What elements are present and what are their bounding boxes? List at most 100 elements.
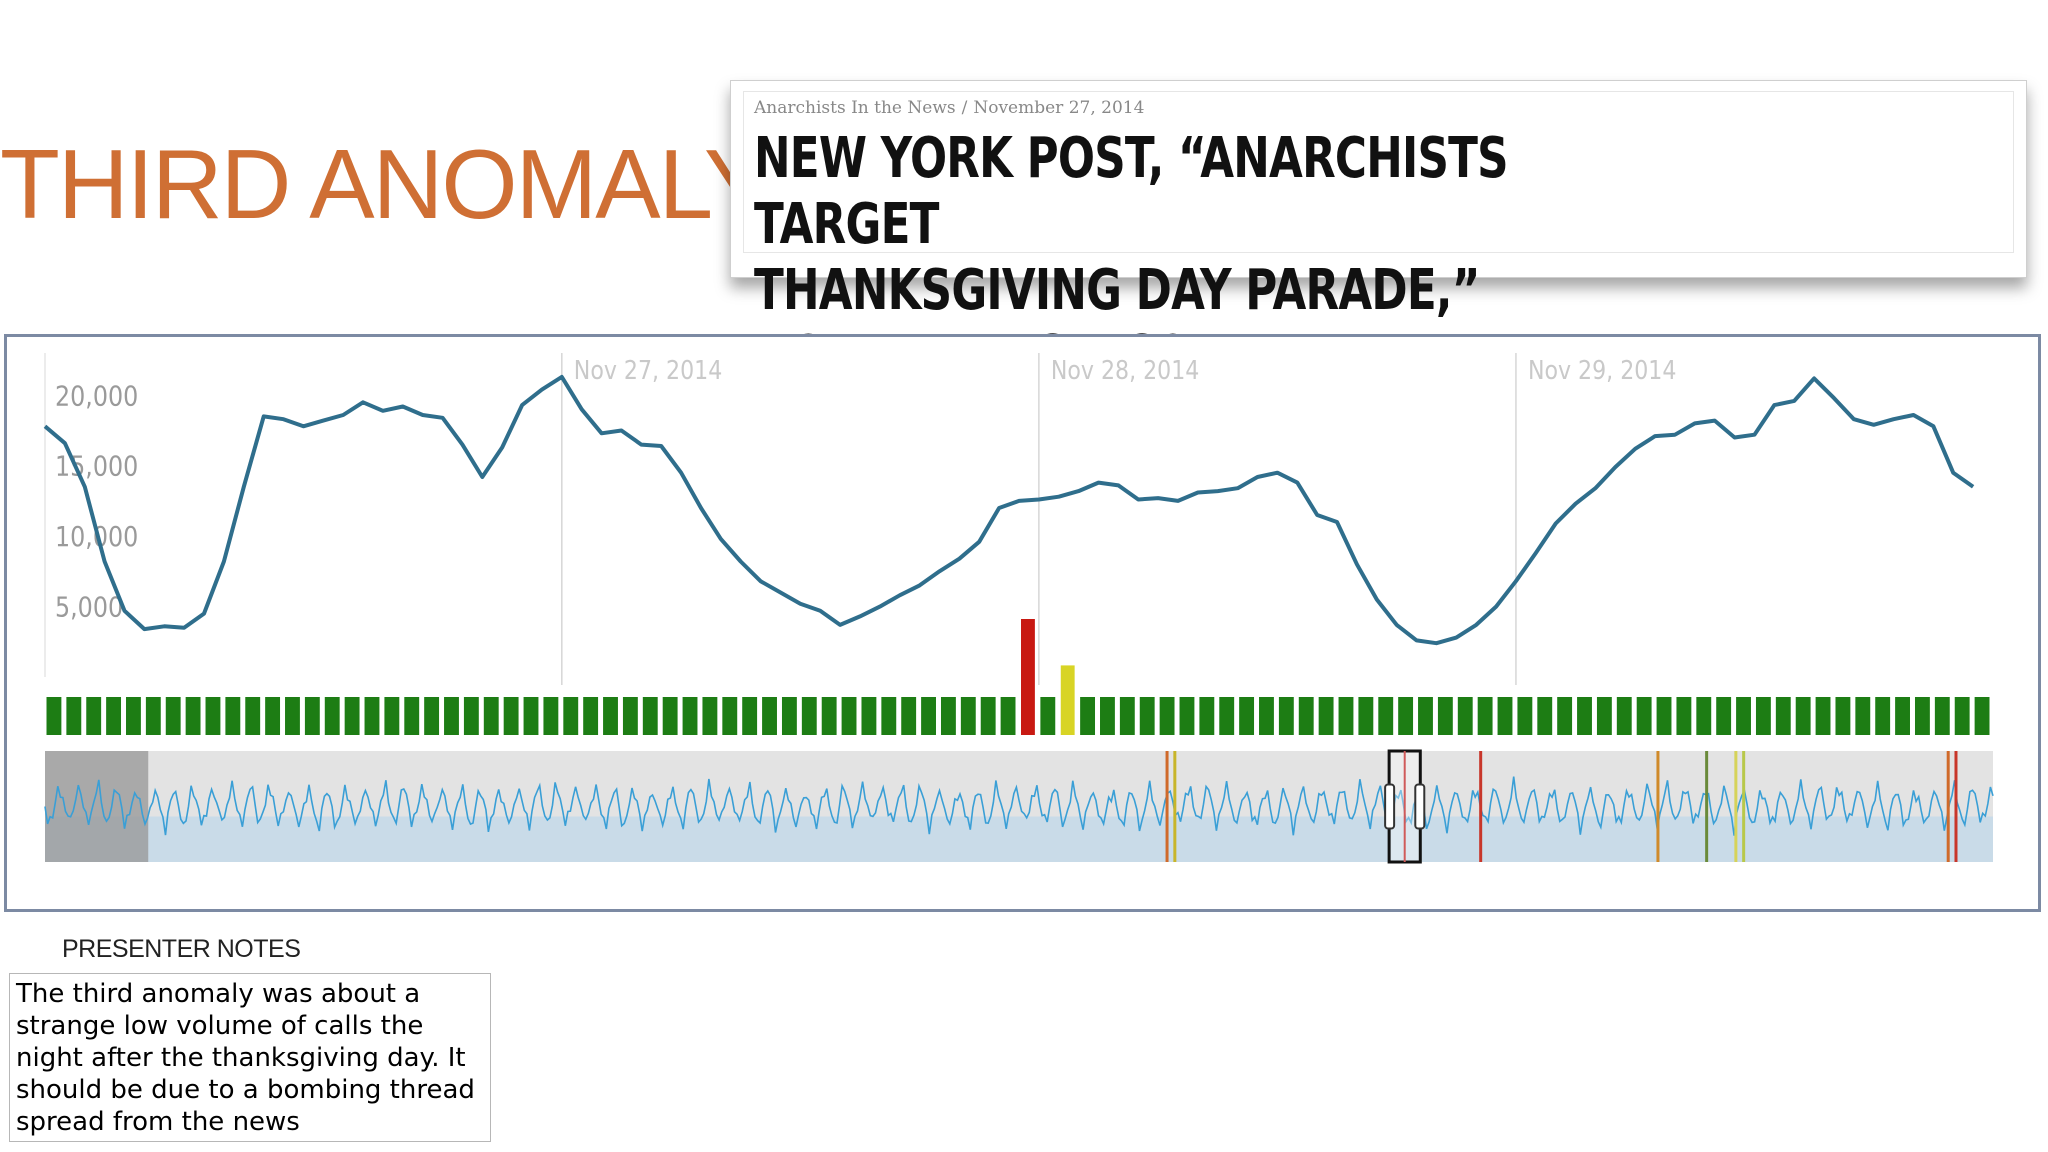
- status-segment: [702, 697, 718, 735]
- status-segment: [1676, 697, 1692, 735]
- status-segment: [1437, 697, 1453, 735]
- status-segment: [1875, 697, 1891, 735]
- status-segment: [1775, 697, 1791, 735]
- status-segment: [1755, 697, 1771, 735]
- status-segment: [1537, 697, 1553, 735]
- news-breadcrumb: Anarchists In the News / November 27, 2014: [754, 98, 1144, 118]
- status-segment: [1239, 697, 1255, 735]
- status-segment: [722, 697, 738, 735]
- presenter-notes-text[interactable]: The third anomaly was about a strange lo…: [9, 973, 491, 1142]
- status-segment: [1835, 697, 1851, 735]
- status-segment: [1457, 697, 1473, 735]
- status-segment: [1517, 697, 1533, 735]
- day-label: Nov 29, 2014: [1528, 355, 1676, 385]
- status-segment: [463, 697, 479, 735]
- status-segment: [384, 697, 400, 735]
- status-segment: [245, 697, 261, 735]
- status-segment: [583, 697, 599, 735]
- status-segment: [682, 697, 698, 735]
- status-segment: [225, 697, 241, 735]
- status-segment: [503, 697, 519, 735]
- status-segment: [1636, 697, 1652, 735]
- news-article-card: Anarchists In the News / November 27, 2014…: [730, 80, 2027, 389]
- status-segment: [801, 697, 817, 735]
- status-segment: [324, 697, 340, 735]
- status-segment: [364, 697, 380, 735]
- status-segment: [543, 697, 559, 735]
- status-segment: [1795, 697, 1811, 735]
- status-segment: [781, 697, 797, 735]
- status-segment: [1716, 697, 1732, 735]
- status-segment: [940, 697, 956, 735]
- series-line: [43, 374, 1975, 646]
- status-segment: [901, 697, 917, 735]
- breadcrumb-separator: /: [961, 98, 968, 118]
- status-segment: [841, 697, 857, 735]
- status-segment: [1557, 697, 1573, 735]
- status-segment: [1418, 697, 1433, 735]
- status-segment: [1358, 697, 1374, 735]
- breadcrumb-section[interactable]: Anarchists In the News: [754, 98, 956, 118]
- status-segment: [165, 697, 181, 735]
- status-segment: [404, 697, 420, 735]
- status-segment: [1895, 697, 1910, 735]
- status-segment: [821, 697, 837, 735]
- news-article-inner: Anarchists In the News / November 27, 2014…: [743, 91, 2014, 389]
- status-segment: [1318, 697, 1334, 735]
- status-segment: [762, 697, 777, 735]
- status-segment: [1855, 697, 1871, 735]
- status-segment: [1338, 697, 1354, 735]
- status-segment: [145, 697, 161, 735]
- status-segment: [642, 697, 658, 735]
- presenter-notes-label: PRESENTER NOTES: [62, 935, 301, 963]
- status-segment: [66, 697, 82, 735]
- status-segment: [1616, 697, 1632, 735]
- status-segment: [563, 697, 579, 735]
- status-segment: [1298, 697, 1314, 735]
- status-segment: [861, 697, 877, 735]
- status-segment: [205, 697, 221, 735]
- y-tick-label: 5,000: [55, 592, 123, 624]
- status-segment: [1100, 697, 1115, 735]
- day-label: Nov 27, 2014: [574, 355, 722, 385]
- status-segment: [444, 697, 459, 735]
- y-tick-label: 20,000: [55, 380, 138, 412]
- status-segment: [1974, 697, 1990, 735]
- status-segment: [1914, 697, 1930, 735]
- status-segment: [86, 697, 102, 735]
- status-segment: [1139, 697, 1155, 735]
- status-segment: [1577, 697, 1592, 735]
- status-segment: [1119, 697, 1135, 735]
- status-segment: [265, 697, 281, 735]
- status-segment: [1278, 697, 1294, 735]
- status-segment: [1398, 697, 1414, 735]
- status-segment: [1696, 697, 1712, 735]
- status-segment: [1000, 697, 1016, 735]
- status-segment: [603, 697, 618, 735]
- status-segment: [1219, 697, 1235, 735]
- status-segment: [1477, 697, 1493, 735]
- status-segment: [881, 697, 897, 735]
- status-segment: [921, 697, 936, 735]
- status-segment: [1934, 697, 1950, 735]
- status-segment: [1815, 697, 1831, 735]
- status-segment: [1656, 697, 1672, 735]
- status-segment: [742, 697, 758, 735]
- status-segment: [960, 697, 976, 735]
- status-segment: [285, 697, 300, 735]
- selection-left-handle[interactable]: [1384, 783, 1396, 830]
- y-tick-label: 15,000: [55, 451, 138, 483]
- selection-right-handle[interactable]: [1414, 783, 1426, 830]
- breadcrumb-date: November 27, 2014: [973, 98, 1145, 118]
- headline-line-1: NEW YORK POST, “ANARCHISTS TARGET: [754, 126, 1509, 257]
- status-segment: [1080, 697, 1096, 735]
- status-segment: [1159, 697, 1175, 735]
- status-segment: [483, 697, 499, 735]
- status-segment: [1596, 697, 1612, 735]
- status-segment: [185, 697, 201, 735]
- status-segment: [1259, 697, 1274, 735]
- status-segment: [106, 697, 122, 735]
- status-segment: [1497, 697, 1513, 735]
- status-segment: [46, 697, 62, 735]
- anomaly-bar: [1060, 665, 1075, 735]
